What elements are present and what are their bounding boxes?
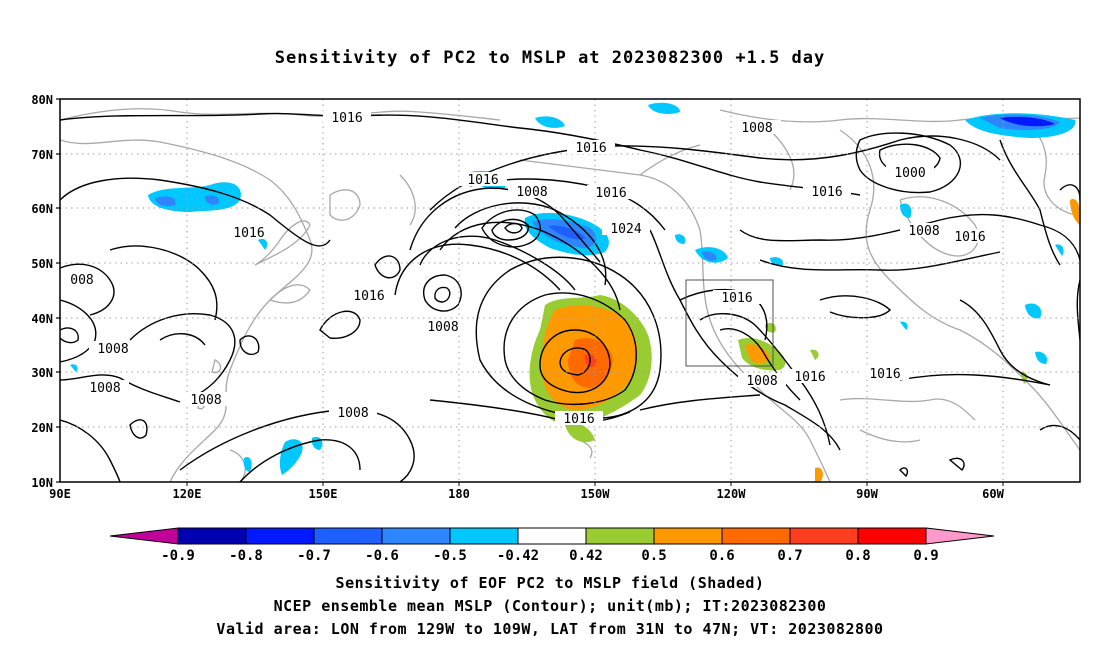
lat-tick-label: 20N (31, 421, 53, 435)
contour-labels: 1016 1008 1016 1016 1008 1016 1016 1000 … (64, 110, 994, 427)
lon-tick-label: 180 (448, 487, 470, 501)
colorbar-segment (449, 527, 519, 545)
colorbar-arrow-low (109, 527, 179, 545)
lat-axis: 80N 70N 60N 50N 40N 30N 20N 10N (31, 93, 60, 490)
contour-label: 1016 (233, 226, 264, 241)
colorbar-label: 0.8 (845, 548, 870, 564)
caption-line-3: Valid area: LON from 129W to 109W, LAT f… (216, 620, 884, 638)
contour-label: 1016 (575, 141, 606, 156)
lon-tick-label: 90W (856, 487, 878, 501)
colorbar-segment (313, 527, 383, 545)
colorbar-segment (653, 527, 723, 545)
contour-label: 1016 (811, 185, 842, 200)
valid-area-box (685, 279, 774, 367)
colorbar-label: -0.6 (365, 548, 399, 564)
colorbar-segment (585, 527, 655, 545)
plot-frame (59, 98, 1081, 483)
colorbar-label: -0.42 (497, 548, 539, 564)
colorbar-label: -0.8 (229, 548, 263, 564)
caption-line-2: NCEP ensemble mean MSLP (Contour); unit(… (273, 597, 827, 615)
colorbar-label: -0.5 (433, 548, 467, 564)
contour-label: 1008 (908, 224, 939, 239)
caption-line-1: Sensitivity of EOF PC2 to MSLP field (Sh… (335, 574, 765, 592)
lon-tick-label: 150W (581, 487, 611, 501)
contour-label: 1016 (467, 173, 498, 188)
lat-tick-label: 50N (31, 257, 53, 271)
mslp-contours (60, 112, 1080, 482)
lon-tick-label: 60W (982, 487, 1004, 501)
contour-label: 1016 (331, 111, 362, 126)
colorbar-label: 0.7 (777, 548, 802, 564)
contour-label: 1008 (89, 381, 120, 396)
contour-label: 008 (70, 273, 93, 288)
colorbar-segment (721, 527, 791, 545)
colorbar-label: -0.9 (161, 548, 195, 564)
lat-tick-label: 10N (31, 476, 53, 490)
contour-label: 1016 (721, 291, 752, 306)
contour-label: 1008 (746, 374, 777, 389)
colorbar-segment (245, 527, 315, 545)
colorbar-label: 0.5 (641, 548, 666, 564)
lat-tick-label: 40N (31, 312, 53, 326)
colorbar-segment (789, 527, 859, 545)
lat-tick-label: 60N (31, 202, 53, 216)
contour-label: 1016 (954, 230, 985, 245)
colorbar-segment (857, 527, 927, 545)
colorbar-segment (381, 527, 451, 545)
contour-label: 1008 (427, 320, 458, 335)
lat-tick-label: 80N (31, 93, 53, 107)
lon-tick-label: 90E (49, 487, 71, 501)
colorbar-label: 0.6 (709, 548, 734, 564)
colorbar-label: 0.42 (569, 548, 603, 564)
contour-label: 1016 (869, 367, 900, 382)
lon-tick-label: 120E (173, 487, 202, 501)
contour-label: 1016 (563, 412, 594, 427)
lon-tick-label: 150E (309, 487, 338, 501)
contour-label: 1016 (794, 370, 825, 385)
colorbar-segment (517, 527, 587, 545)
colorbar-label: -0.7 (297, 548, 331, 564)
lon-axis: 90E 120E 150E 180 150W 120W 90W 60W (49, 482, 1005, 501)
contour-label: 1016 (595, 186, 626, 201)
contour-label: 1000 (894, 166, 925, 181)
colorbar-arrow-high (925, 527, 995, 545)
contour-label: 1016 (353, 289, 384, 304)
colorbar: -0.9 -0.8 -0.7 -0.6 -0.5 -0.42 0.42 0.5 0.6 0.7 0.… (109, 527, 995, 564)
contour-label: 1008 (97, 342, 128, 357)
contour-label: 1024 (610, 222, 641, 237)
colorbar-label: 0.9 (913, 548, 938, 564)
contour-label: 1008 (337, 406, 368, 421)
lon-tick-label: 120W (717, 487, 747, 501)
contour-label: 1008 (190, 393, 221, 408)
colorbar-segment (177, 527, 247, 545)
lat-tick-label: 30N (31, 366, 53, 380)
contour-label: 1008 (741, 121, 772, 136)
lat-tick-label: 70N (31, 148, 53, 162)
chart-title: Sensitivity of PC2 to MSLP at 2023082300… (274, 48, 826, 68)
contour-label: 1008 (516, 185, 547, 200)
